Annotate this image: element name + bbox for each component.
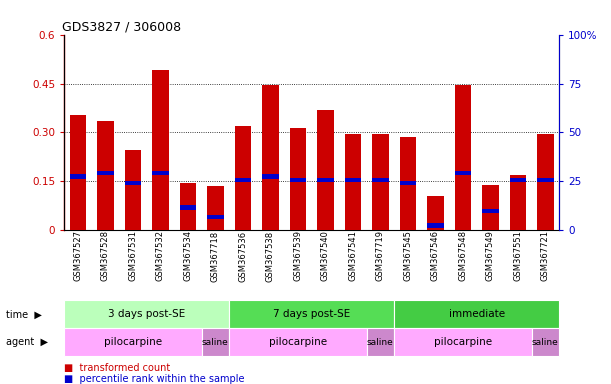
Text: GSM367527: GSM367527 [73, 230, 82, 281]
Bar [207, 215, 224, 220]
Bar [455, 85, 471, 230]
Text: 3 days post-SE: 3 days post-SE [108, 309, 185, 319]
Bar [367, 328, 394, 356]
Text: saline: saline [202, 338, 229, 347]
Bar [317, 178, 334, 182]
Bar [345, 178, 361, 182]
Bar [262, 85, 279, 230]
Bar [372, 134, 389, 230]
Bar [202, 328, 229, 356]
Bar [455, 171, 471, 175]
Text: GSM367545: GSM367545 [403, 230, 412, 281]
Bar [152, 71, 169, 230]
Bar [290, 178, 306, 182]
Bar [482, 185, 499, 230]
Bar [180, 205, 196, 210]
Bar [235, 126, 251, 230]
Bar [235, 178, 251, 182]
Text: GSM367719: GSM367719 [376, 230, 385, 281]
Text: saline: saline [367, 338, 393, 347]
Text: GSM367540: GSM367540 [321, 230, 330, 281]
Text: GSM367546: GSM367546 [431, 230, 440, 281]
Text: GSM367551: GSM367551 [513, 230, 522, 281]
Text: saline: saline [532, 338, 558, 347]
Text: pilocarpine: pilocarpine [269, 337, 327, 348]
Text: GSM367532: GSM367532 [156, 230, 165, 281]
Bar [125, 181, 141, 185]
Bar [97, 171, 114, 175]
Text: GSM367548: GSM367548 [458, 230, 467, 281]
Text: GSM367534: GSM367534 [183, 230, 192, 281]
Bar [70, 114, 86, 230]
Text: GSM367536: GSM367536 [238, 230, 247, 281]
Bar [394, 300, 559, 328]
Bar [317, 110, 334, 230]
Bar [345, 134, 361, 230]
Bar [482, 209, 499, 213]
Bar [207, 186, 224, 230]
Text: agent  ▶: agent ▶ [6, 337, 48, 348]
Bar [427, 196, 444, 230]
Text: 7 days post-SE: 7 days post-SE [273, 309, 350, 319]
Bar [372, 178, 389, 182]
Bar [64, 328, 202, 356]
Text: pilocarpine: pilocarpine [434, 337, 492, 348]
Bar [510, 178, 526, 182]
Text: GSM367541: GSM367541 [348, 230, 357, 281]
Bar [229, 328, 367, 356]
Bar [400, 137, 416, 230]
Text: time  ▶: time ▶ [6, 309, 42, 319]
Text: ■  percentile rank within the sample: ■ percentile rank within the sample [64, 374, 244, 384]
Bar [125, 151, 141, 230]
Bar [427, 223, 444, 228]
Text: GSM367531: GSM367531 [128, 230, 137, 281]
Text: immediate: immediate [448, 309, 505, 319]
Bar [180, 183, 196, 230]
Bar [537, 134, 554, 230]
Bar [64, 300, 229, 328]
Bar [394, 328, 532, 356]
Text: ■  transformed count: ■ transformed count [64, 363, 170, 373]
Text: pilocarpine: pilocarpine [104, 337, 162, 348]
Bar [70, 174, 86, 179]
Text: GSM367718: GSM367718 [211, 230, 220, 281]
Text: GSM367721: GSM367721 [541, 230, 550, 281]
Bar [532, 328, 559, 356]
Bar [537, 178, 554, 182]
Text: GSM367539: GSM367539 [293, 230, 302, 281]
Bar [290, 127, 306, 230]
Bar [152, 171, 169, 175]
Text: GSM367538: GSM367538 [266, 230, 275, 281]
Bar [400, 181, 416, 185]
Bar [510, 175, 526, 230]
Bar [97, 121, 114, 230]
Text: GSM367549: GSM367549 [486, 230, 495, 281]
Bar [229, 300, 394, 328]
Text: GSM367528: GSM367528 [101, 230, 110, 281]
Text: GDS3827 / 306008: GDS3827 / 306008 [62, 20, 181, 33]
Bar [262, 174, 279, 179]
